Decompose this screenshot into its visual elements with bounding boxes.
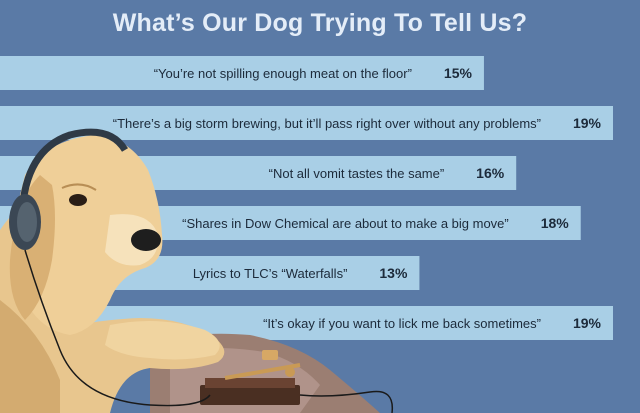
telegraph-key-screw	[285, 367, 295, 377]
bar-category-label-3: “Not all vomit tastes the same”	[269, 166, 445, 181]
telegraph-key-knob	[262, 350, 278, 360]
bar-category-label-2: “There’s a big storm brewing, but it’ll …	[113, 116, 541, 131]
headphones-cord	[24, 249, 211, 407]
telegraph-key-base	[200, 385, 300, 405]
dog-chest-shade	[0, 300, 60, 413]
dog-illustration	[0, 128, 394, 413]
bar-value-label-2: 19%	[573, 115, 602, 131]
dog-nose	[131, 229, 161, 251]
bar-1	[0, 56, 484, 90]
dog-eye	[69, 194, 87, 206]
telegraph-key-top	[205, 378, 295, 388]
headphones-band	[18, 128, 129, 216]
bar-value-label-5: 13%	[379, 265, 408, 281]
dog-brow	[61, 183, 97, 191]
bar-value-label-4: 18%	[541, 215, 570, 231]
telegraph-wire	[299, 390, 394, 413]
bar-value-label-1: 15%	[444, 65, 473, 81]
chart-title: What’s Our Dog Trying To Tell Us?	[112, 9, 528, 37]
bar-value-label-6: 19%	[573, 315, 602, 331]
bar-category-label-5: Lyrics to TLC’s “Waterfalls”	[193, 266, 348, 281]
dog-body	[0, 204, 225, 413]
telegraph-key-lever	[224, 363, 301, 380]
headphones-earcup-inner	[17, 202, 37, 242]
bar-category-label-1: “You’re not spilling enough meat on the …	[154, 66, 412, 81]
dog-paw	[105, 321, 220, 360]
bar-category-label-6: “It’s okay if you want to lick me back s…	[263, 316, 541, 331]
bar-category-label-4: “Shares in Dow Chemical are about to mak…	[182, 216, 509, 231]
bar-value-label-3: 16%	[476, 165, 505, 181]
